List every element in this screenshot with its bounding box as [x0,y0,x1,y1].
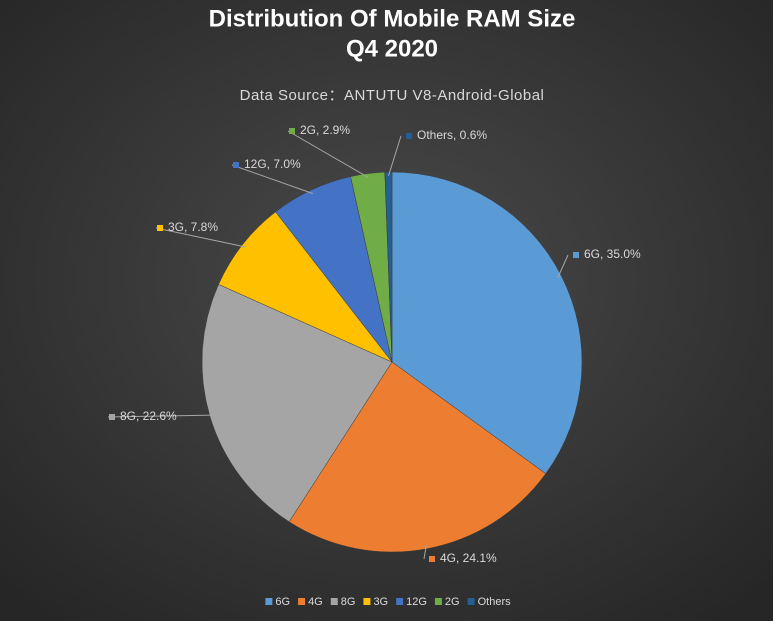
leader-line [287,130,369,178]
data-label: 12G, 7.0% [244,157,301,171]
label-marker [157,225,163,231]
legend-label: 6G [275,596,290,608]
leader-line [557,254,569,278]
pie-slice [391,171,583,475]
legend-label: 4G [308,596,323,608]
data-label: 6G, 35.0% [584,247,641,261]
leader-line [423,544,427,560]
leader-line [231,164,313,194]
legend-marker [363,598,371,605]
legend-marker [396,598,404,605]
label-marker [109,414,115,420]
label-marker [573,252,579,258]
chart-title: Distribution Of Mobile RAM Size [209,5,576,32]
leader-line [155,227,246,248]
legend-label: 3G [373,596,388,608]
legend-label: 2G [445,596,460,608]
chart-subtitle: Data Source：ANTUTU V8-Android-Global [240,87,545,104]
pie-slice [201,284,393,523]
data-label: 4G, 24.1% [440,551,497,565]
legend-label: 8G [341,596,356,608]
leader-line [107,414,214,418]
legend-marker [467,598,475,605]
legend-marker [434,598,442,605]
pie-slice [288,361,547,553]
label-marker [289,128,295,134]
chart-title: Q4 2020 [346,35,438,62]
data-label: 2G, 2.9% [300,123,350,137]
legend-marker [330,598,338,605]
data-label: 3G, 7.8% [168,220,218,234]
legend-marker [265,598,273,605]
label-marker [429,556,435,562]
label-marker [406,133,412,139]
pie-slice [384,171,393,363]
pie-slice [218,211,393,363]
legend-label: Others [478,596,512,608]
legend-marker [298,598,306,605]
data-label: 8G, 22.6% [120,409,177,423]
label-marker [233,162,239,168]
legend-label: 12G [406,596,427,608]
data-label: Others, 0.6% [417,128,487,142]
leader-line [388,135,402,176]
